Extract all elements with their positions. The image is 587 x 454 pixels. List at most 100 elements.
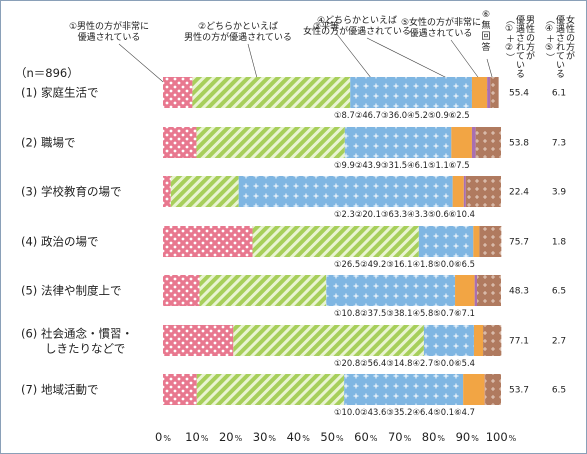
legend-label: 優遇されている: [410, 27, 473, 39]
value-labels: ①10.8②37.5③38.1④5.8⑤0.7⑥7.1: [334, 308, 475, 318]
value-labels: ①26.5②49.2③16.1④1.8⑤0.0⑥6.5: [334, 259, 475, 269]
bar-segment-3-1: [163, 176, 171, 207]
labels: （n＝896） (1) 家庭生活で ①8.7②46.7③36.0④5.2⑤0.9⑥2…: [15, 66, 566, 417]
category-label: (1) 家庭生活で: [21, 86, 98, 100]
legend-label: 答: [481, 41, 490, 53]
bar-segment-5-4: [455, 275, 475, 306]
x-tick-label: 60%: [354, 430, 378, 444]
extra-column-header-text: 優遇されている: [554, 14, 565, 78]
bar-segment-6-6: [483, 325, 502, 356]
bar-segment-4-2: [252, 226, 419, 257]
legend-label: ②どちらかといえば: [198, 21, 278, 32]
x-tick-label: 50%: [320, 430, 344, 444]
men-total: 53.7: [509, 386, 529, 396]
bar-segment-5-3: [326, 275, 456, 306]
women-total: 6.1: [552, 89, 566, 99]
bar-segment-1-3: [350, 77, 472, 108]
extra-column-header: 女性の方が優遇されている（④＋⑤）: [544, 14, 575, 78]
bar-segment-3-2: [170, 176, 239, 207]
value-labels: ①9.9②43.9③31.5④6.1⑤1.1⑥7.5: [334, 160, 470, 170]
extra-column-header-text: 女性の方が: [564, 14, 575, 60]
bar-segment-2-3: [344, 127, 452, 158]
x-tick-label: 70%: [388, 430, 412, 444]
bar-segment-7-1: [163, 374, 197, 405]
bar-segment-5-6: [477, 275, 501, 306]
x-tick-label: 10%: [185, 430, 209, 444]
bar-segment-1-4: [471, 77, 488, 108]
bar-segment-2-4: [451, 127, 472, 158]
bar-segment-7-3: [344, 374, 464, 405]
extra-column-header-text: （①＋②）: [504, 15, 515, 62]
x-tick-label: 100%: [486, 430, 517, 444]
value-labels: ①10.0②43.6③35.2④6.4⑤0.1⑥4.7: [334, 407, 475, 417]
x-tick-label: 90%: [456, 430, 480, 444]
women-total: 3.9: [552, 188, 567, 198]
x-tick-label: 30%: [253, 430, 277, 444]
legend-label: ⑥: [482, 10, 490, 20]
legend-label: ③平等: [313, 20, 339, 32]
bar-segment-4-1: [163, 226, 253, 257]
x-axis: 0% 10% 20% 30% 40% 50% 60% 70% 80% 90% 100%: [155, 430, 517, 444]
legend-label: ⑤女性の方が非常に: [401, 16, 481, 28]
men-total: 48.3: [509, 287, 529, 297]
bar-segment-3-6: [465, 176, 501, 207]
bar-segment-7-4: [463, 374, 485, 405]
women-total: 1.8: [552, 238, 567, 248]
bars: [163, 77, 502, 405]
bar-segment-5-1: [163, 275, 200, 306]
bar-segment-4-6: [479, 226, 502, 257]
men-total: 53.8: [509, 139, 529, 149]
x-tick-label: 40%: [287, 430, 311, 444]
bar-segment-3-4: [452, 176, 464, 207]
value-labels: ①2.3②20.1③63.3④3.3⑤0.6⑥10.4: [334, 209, 475, 219]
bar-segment-1-2: [192, 77, 351, 108]
legend: ①男性の方が非常に優遇されている②どちらかといえば男性の方が優遇されている③平等…: [69, 10, 575, 102]
bar-segment-7-2: [196, 374, 345, 405]
bar-segment-1-5: [487, 77, 491, 108]
legend-label: ①男性の方が非常に: [69, 20, 149, 32]
bar-segment-4-4: [473, 226, 480, 257]
women-total: 6.5: [552, 287, 566, 297]
category-label: (3) 学校教育の場で: [21, 185, 121, 199]
x-tick-label: 20%: [219, 430, 243, 444]
men-total: 77.1: [509, 337, 529, 347]
women-total: 2.7: [552, 337, 566, 347]
men-total: 22.4: [509, 188, 529, 198]
bar-segment-4-3: [418, 226, 474, 257]
bar-segment-2-2: [196, 127, 345, 158]
extra-column-header: 男性の方が優遇されている（①＋②）: [504, 14, 535, 78]
bar-segment-5-5: [474, 275, 478, 306]
men-total: 75.7: [509, 238, 529, 248]
bar-segment-2-6: [475, 127, 501, 158]
women-total: 7.3: [552, 139, 566, 149]
bar-segment-2-5: [471, 127, 476, 158]
bar-segment-6-4: [473, 325, 484, 356]
bar-segment-5-2: [199, 275, 327, 306]
category-label: (5) 法律や制度上で: [21, 284, 121, 298]
bar-segment-6-3: [423, 325, 474, 356]
bar-segment-2-1: [163, 127, 197, 158]
men-total: 55.4: [509, 89, 529, 99]
category-label: (2) 職場で: [21, 136, 75, 150]
x-tick-label: 0%: [155, 430, 171, 444]
category-label: (4) 政治の場で: [21, 235, 98, 249]
legend-label: 優遇されている: [78, 31, 141, 43]
bar-segment-6-2: [233, 325, 424, 356]
legend-label: ④どちらかといえば: [317, 15, 397, 26]
women-total: 6.5: [552, 386, 566, 396]
category-label: しきたりなどで: [45, 342, 125, 356]
legend-label: 男性の方が優遇されている: [184, 31, 292, 43]
x-tick-label: 80%: [422, 430, 446, 444]
bar-segment-1-1: [163, 77, 193, 108]
bar-segment-3-3: [238, 176, 453, 207]
legend-label: 無: [481, 19, 490, 31]
extra-column-header-text: （④＋⑤）: [544, 15, 555, 62]
extra-column-header-text: 優遇されている: [514, 14, 525, 78]
bar-segment-3-5: [463, 176, 466, 207]
category-label: (6) 社会通念・慣習・: [21, 327, 133, 341]
legend-label: 回: [481, 31, 490, 42]
category-label: (7) 地域活動で: [21, 383, 98, 397]
value-labels: ①20.8②56.4③14.8④2.7⑤0.0⑥5.4: [334, 358, 475, 368]
